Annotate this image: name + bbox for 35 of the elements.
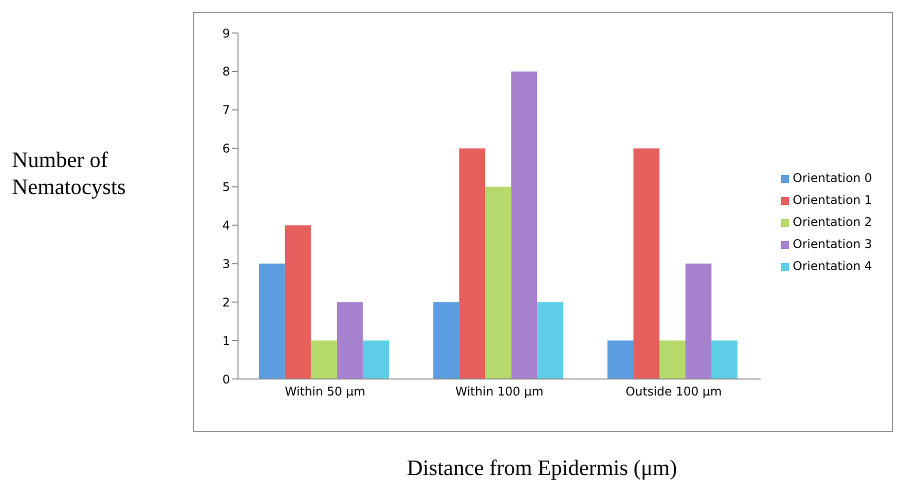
bar: [633, 148, 660, 379]
y-tick-label: 4: [222, 218, 230, 232]
bar: [711, 340, 738, 379]
bar: [310, 340, 337, 379]
y-tick-label: 7: [222, 103, 230, 118]
y-tick-label: 9: [222, 26, 230, 40]
y-tick-label: 1: [222, 334, 230, 348]
y-tick-label: 6: [222, 142, 230, 156]
y-tick-label: 8: [222, 64, 230, 79]
legend-label: Orientation 4: [792, 259, 872, 273]
y-tick-label: 2: [222, 295, 230, 310]
bar: [433, 302, 460, 379]
y-tick-label: 5: [222, 180, 230, 194]
bar: [537, 302, 564, 379]
y-tick-label: 0: [222, 372, 230, 386]
bar: [659, 340, 686, 379]
x-tick-label: Within 100 μm: [455, 384, 544, 399]
y-tick-label: 3: [222, 256, 230, 271]
bar: [284, 225, 311, 379]
bar: [685, 264, 712, 379]
x-axis-title: Distance from Epidermis (μm): [406, 455, 678, 481]
legend-label: Orientation 2: [792, 215, 872, 229]
bar: [511, 71, 538, 379]
legend-label: Orientation 0: [792, 171, 872, 185]
bar: [459, 148, 486, 379]
x-tick-label: Outside 100 μm: [626, 384, 722, 399]
bar: [607, 340, 634, 379]
x-tick-label: Within 50 μm: [284, 384, 366, 399]
bar: [362, 340, 389, 379]
legend-label: Orientation 1: [792, 193, 872, 207]
bar: [485, 186, 512, 379]
legend-label: Orientation 3: [792, 237, 872, 251]
bar: [336, 302, 363, 379]
bar: [258, 264, 285, 379]
y-axis-title: Number of Nematocysts: [12, 146, 127, 200]
